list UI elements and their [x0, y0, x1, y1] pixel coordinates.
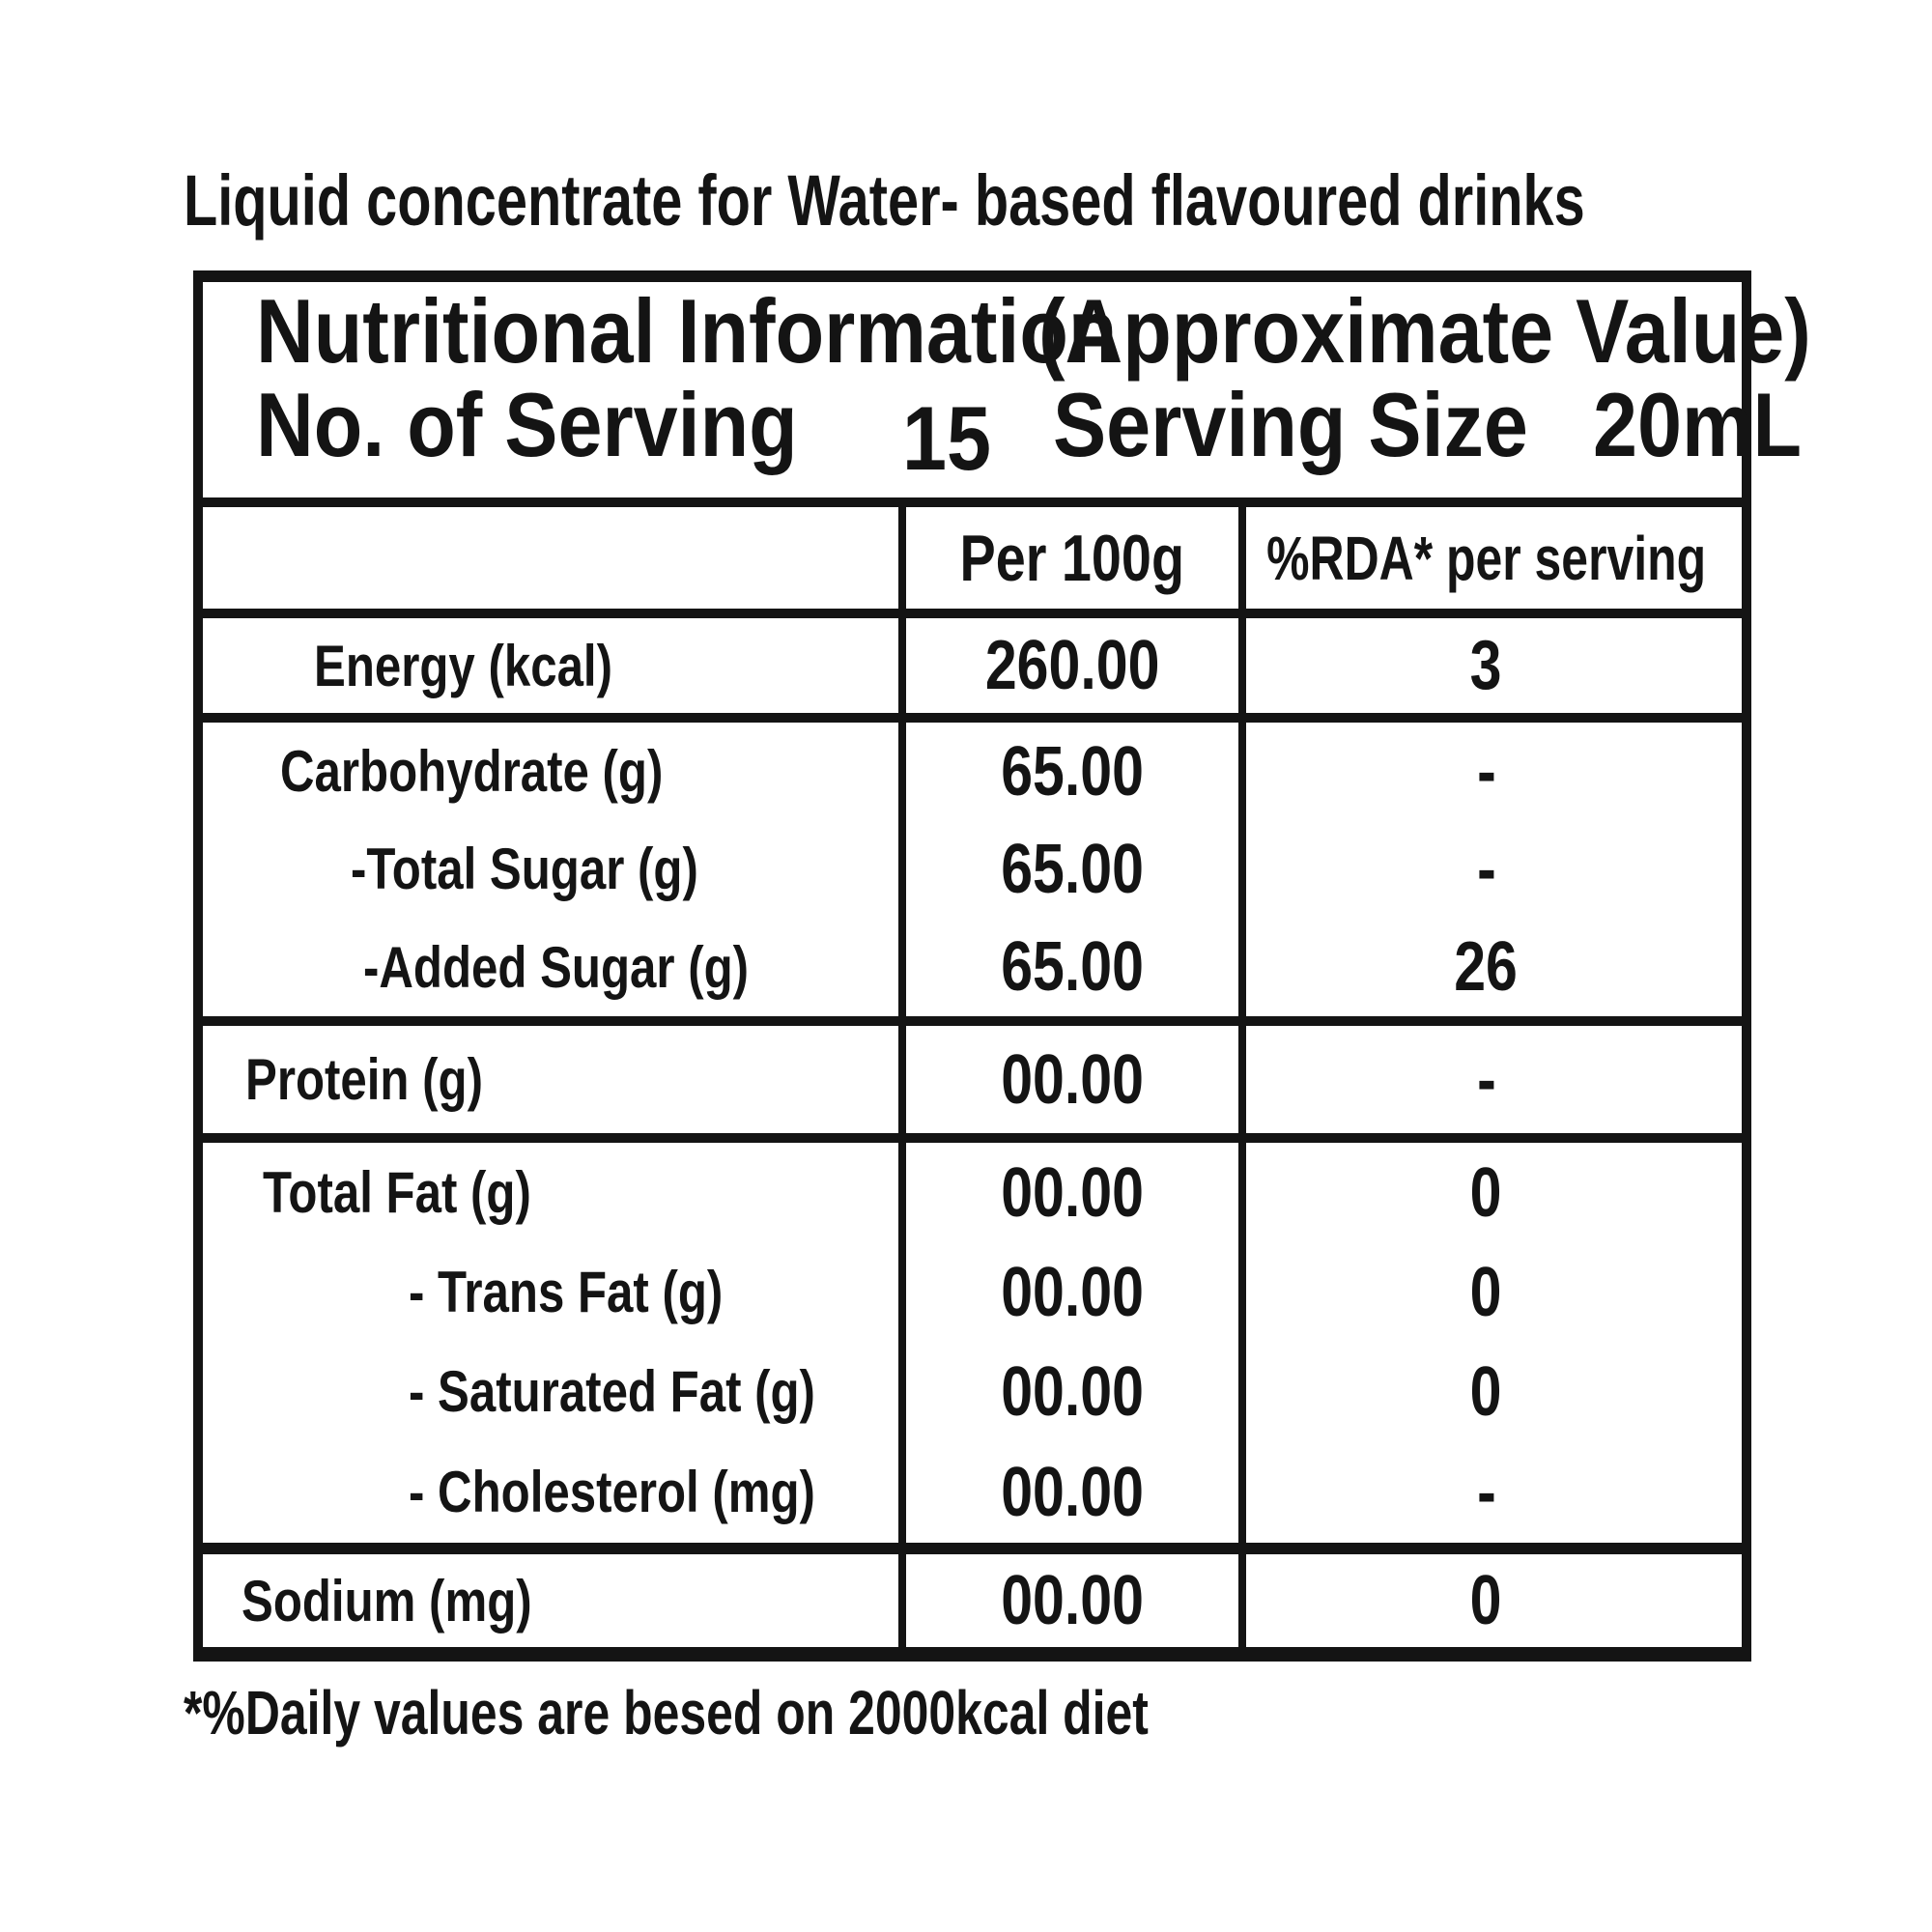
table-header: Nutritional Information (Approximate Val… — [203, 280, 1811, 507]
total-fat-label: Total Fat (g) — [263, 1160, 531, 1225]
total-fat-rda: 0 — [1470, 1153, 1502, 1232]
saturated-fat-rda: 0 — [1470, 1352, 1502, 1431]
trans-fat-per-100g: 00.00 — [1001, 1253, 1144, 1331]
rda-header-text: %RDA* per serving — [1266, 523, 1706, 593]
daily-values-footnote-text: *%Daily values are besed on 2000kcal die… — [184, 1677, 1149, 1747]
carbohydrate-per-100g: 65.00 — [1001, 732, 1144, 810]
nutrition-table: Nutritional Information (Approximate Val… — [193, 270, 1811, 1662]
energy-label: Energy (kcal) — [314, 633, 612, 698]
sodium-row: Sodium (mg) 00.00 0 — [203, 1554, 1742, 1647]
protein-rda: - — [1476, 1040, 1496, 1119]
trans-fat-label: - Trans Fat (g) — [409, 1260, 724, 1324]
protein-row: Protein (g) 00.00 - — [203, 1026, 1742, 1143]
column-header-per-100g: Per 100g — [906, 507, 1246, 609]
no-of-serving-label: No. of Serving — [256, 373, 798, 475]
sodium-label: Sodium (mg) — [242, 1568, 532, 1634]
serving-size-label: Serving Size — [1053, 373, 1528, 475]
energy-per-100g: 260.00 — [984, 627, 1160, 704]
nutritional-information-title: Nutritional Information — [256, 279, 1118, 382]
daily-values-footnote: *%Daily values are besed on 2000kcal die… — [184, 1666, 1421, 1758]
product-type-title-text: Liquid concentrate for Water- based flav… — [184, 160, 1585, 241]
added-sugar-label: -Added Sugar (g) — [363, 934, 750, 1000]
protein-per-100g: 00.00 — [1001, 1040, 1144, 1119]
table-header-line-1: Nutritional Information (Approximate Val… — [203, 280, 1811, 382]
no-of-serving-value: 15 — [902, 386, 992, 489]
column-header-row: Per 100g %RDA* per serving — [203, 507, 1742, 618]
energy-rda: 3 — [1470, 627, 1502, 704]
trans-fat-rda: 0 — [1470, 1253, 1502, 1331]
total-sugar-rda: - — [1476, 830, 1496, 908]
product-type-title: Liquid concentrate for Water- based flav… — [184, 155, 1932, 246]
sodium-per-100g: 00.00 — [1001, 1562, 1144, 1639]
serving-size: Serving Size 20mL — [1053, 373, 1831, 477]
table-header-line-2: No. of Serving 15 Serving Size 20mL — [203, 374, 1802, 489]
fat-row: Total Fat (g) - Trans Fat (g) - Saturate… — [203, 1143, 1742, 1554]
cholesterol-rda: - — [1476, 1453, 1496, 1531]
approximate-value-label: (Approximate Value) — [1038, 279, 1811, 382]
protein-label: Protein (g) — [245, 1047, 483, 1112]
total-fat-per-100g: 00.00 — [1001, 1153, 1144, 1232]
cholesterol-per-100g: 00.00 — [1001, 1453, 1144, 1531]
sodium-rda: 0 — [1470, 1562, 1502, 1639]
column-header-blank — [203, 507, 906, 609]
carbohydrate-row: Carbohydrate (g) -Total Sugar (g) -Added… — [203, 723, 1742, 1026]
added-sugar-rda: 26 — [1454, 928, 1519, 1006]
energy-row: Energy (kcal) 260.00 3 — [203, 618, 1742, 723]
carbohydrate-label: Carbohydrate (g) — [280, 739, 664, 804]
serving-size-value: 20mL — [1593, 373, 1803, 475]
saturated-fat-label: - Saturated Fat (g) — [409, 1359, 815, 1424]
total-sugar-label: -Total Sugar (g) — [351, 837, 698, 901]
added-sugar-per-100g: 65.00 — [1001, 928, 1144, 1006]
carbohydrate-rda: - — [1476, 732, 1496, 810]
per-100g-header-text: Per 100g — [959, 521, 1185, 595]
cholesterol-label: - Cholesterol (mg) — [409, 1460, 815, 1524]
saturated-fat-per-100g: 00.00 — [1001, 1352, 1144, 1431]
column-header-rda: %RDA* per serving — [1246, 507, 1726, 609]
total-sugar-per-100g: 65.00 — [1001, 830, 1144, 908]
